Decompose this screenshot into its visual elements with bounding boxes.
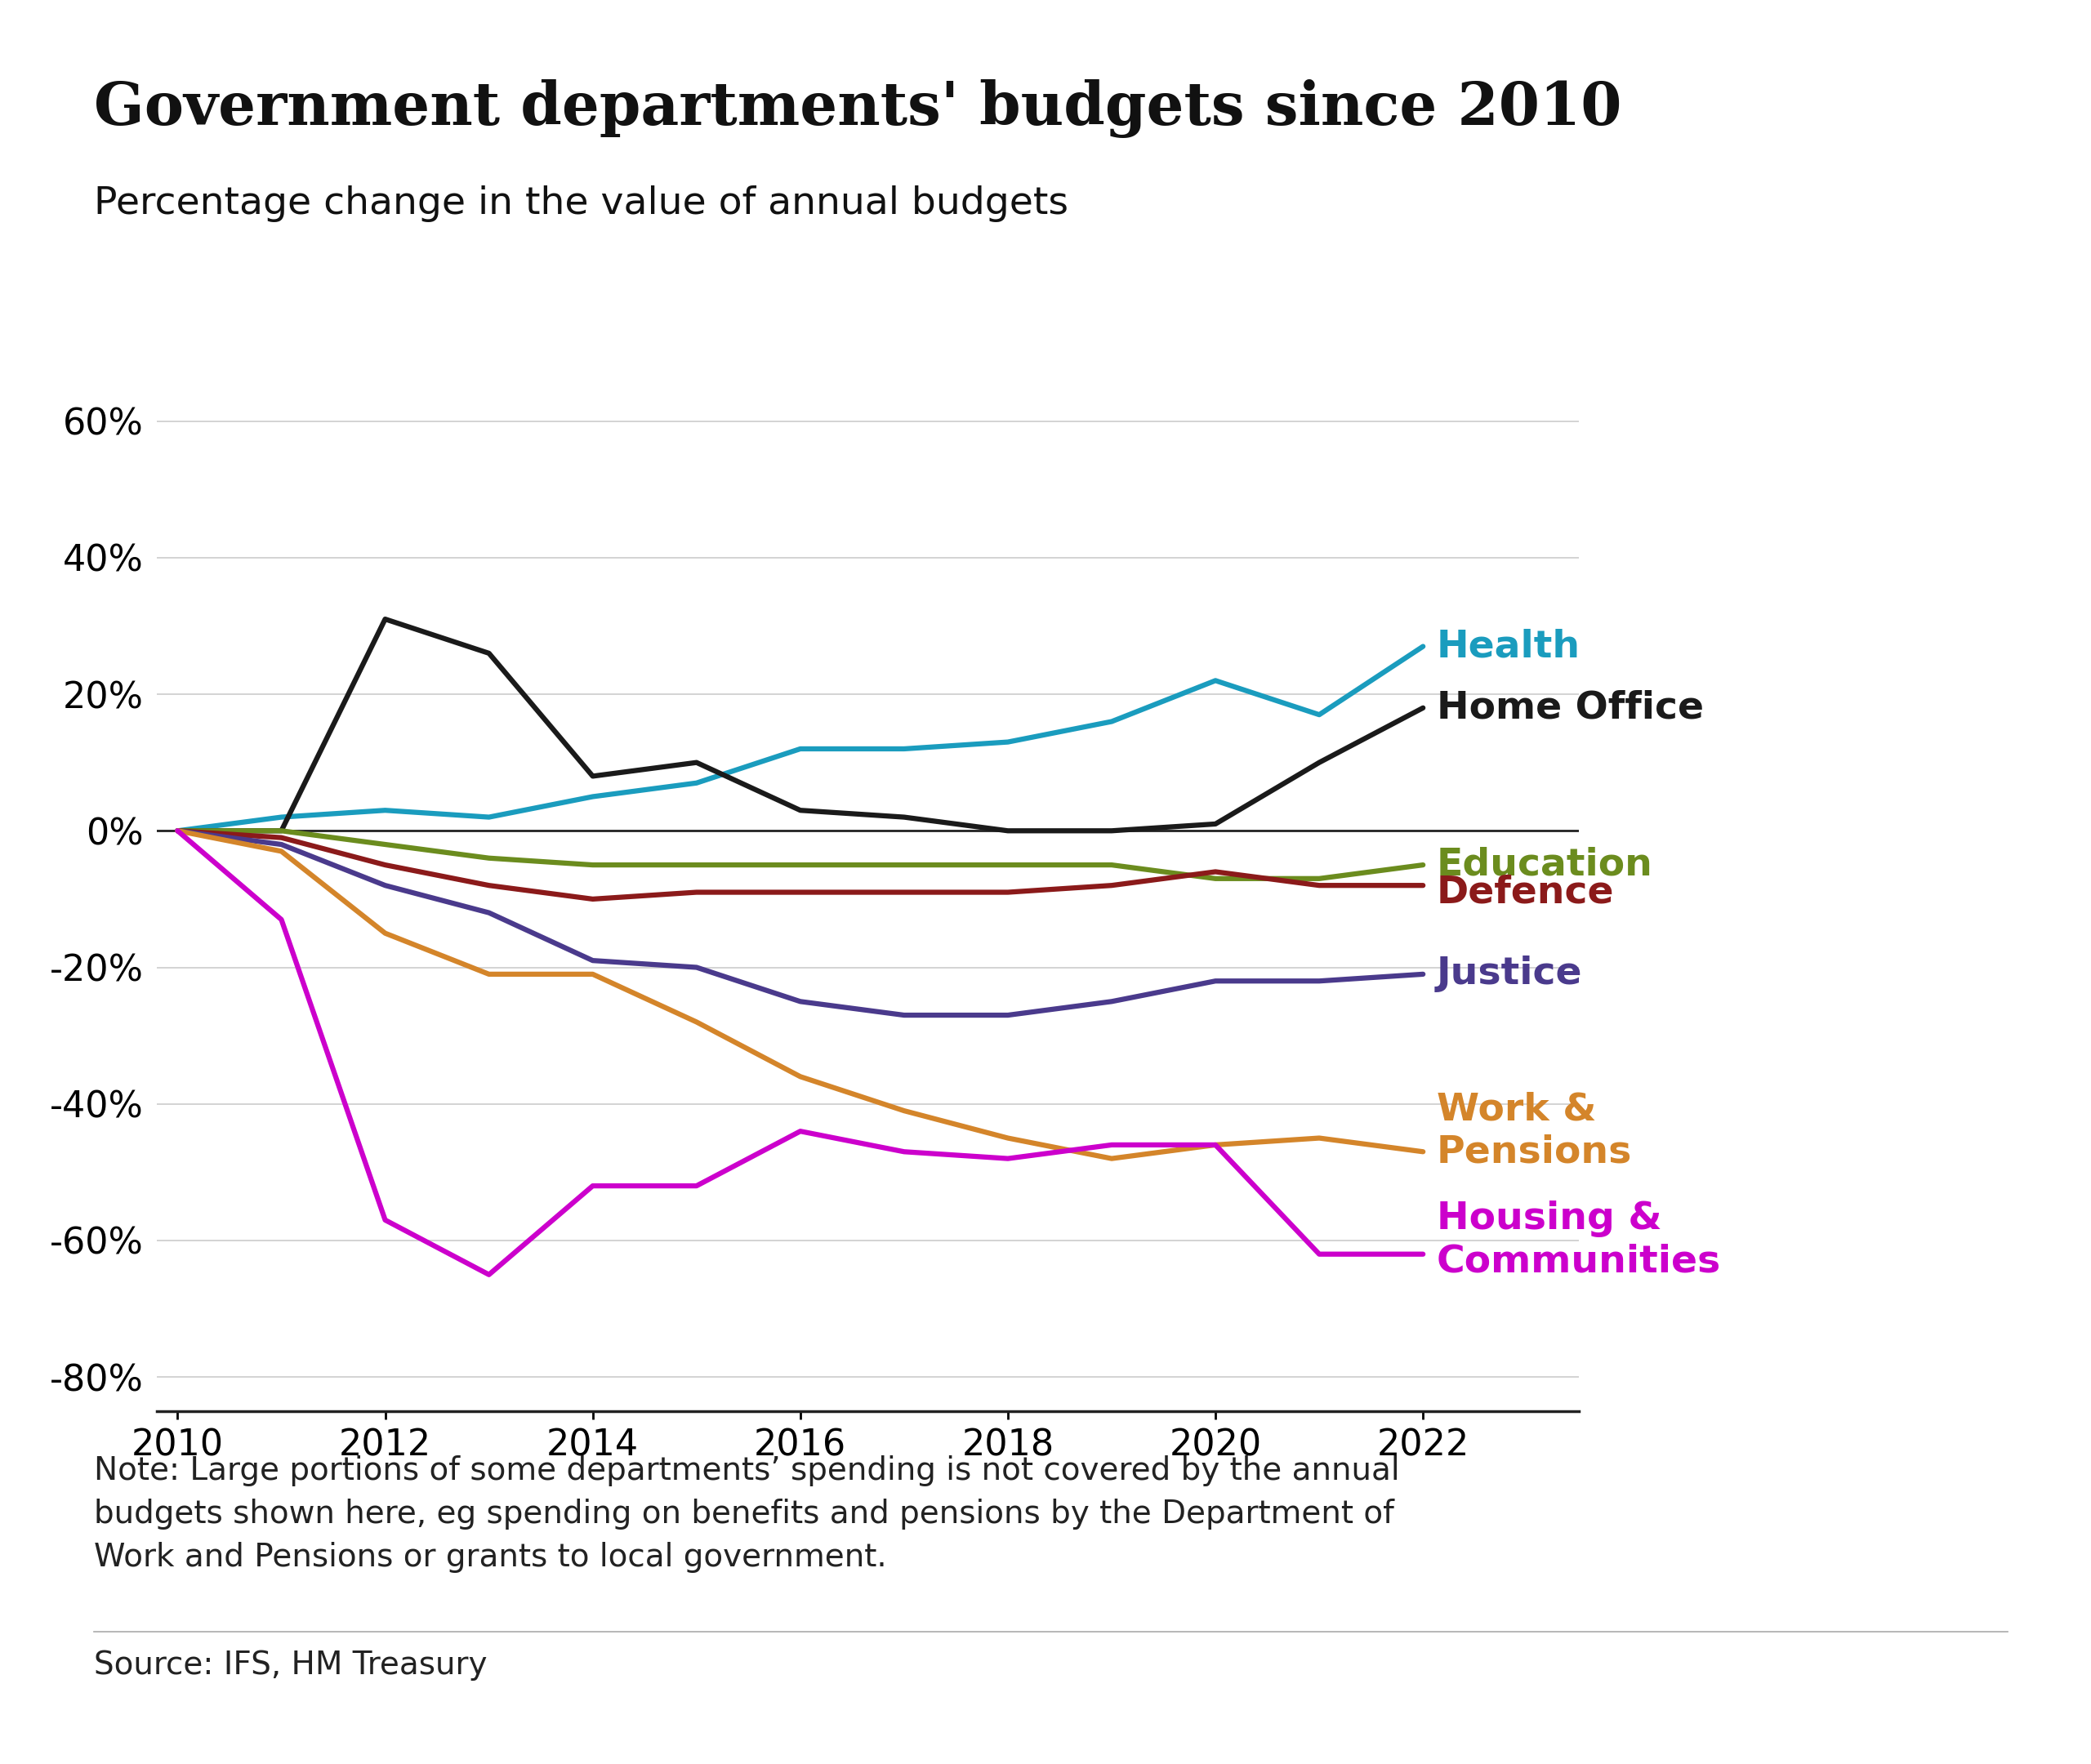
Text: Justice: Justice (1437, 956, 1583, 993)
Text: Source: IFS, HM Treasury: Source: IFS, HM Treasury (94, 1649, 487, 1681)
Text: Note: Large portions of some departments’ spending is not covered by the annual
: Note: Large portions of some departments… (94, 1455, 1399, 1573)
Text: Housing &
Communities: Housing & Communities (1437, 1201, 1721, 1281)
Text: BBC: BBC (1878, 1674, 1966, 1709)
Text: Health: Health (1437, 628, 1581, 665)
Text: Defence: Defence (1437, 873, 1614, 910)
Text: Government departments' budgets since 2010: Government departments' budgets since 20… (94, 79, 1623, 138)
Text: Work &
Pensions: Work & Pensions (1437, 1092, 1633, 1171)
Text: Percentage change in the value of annual budgets: Percentage change in the value of annual… (94, 185, 1069, 222)
Text: Home Office: Home Office (1437, 690, 1704, 727)
Text: Education: Education (1437, 847, 1654, 884)
